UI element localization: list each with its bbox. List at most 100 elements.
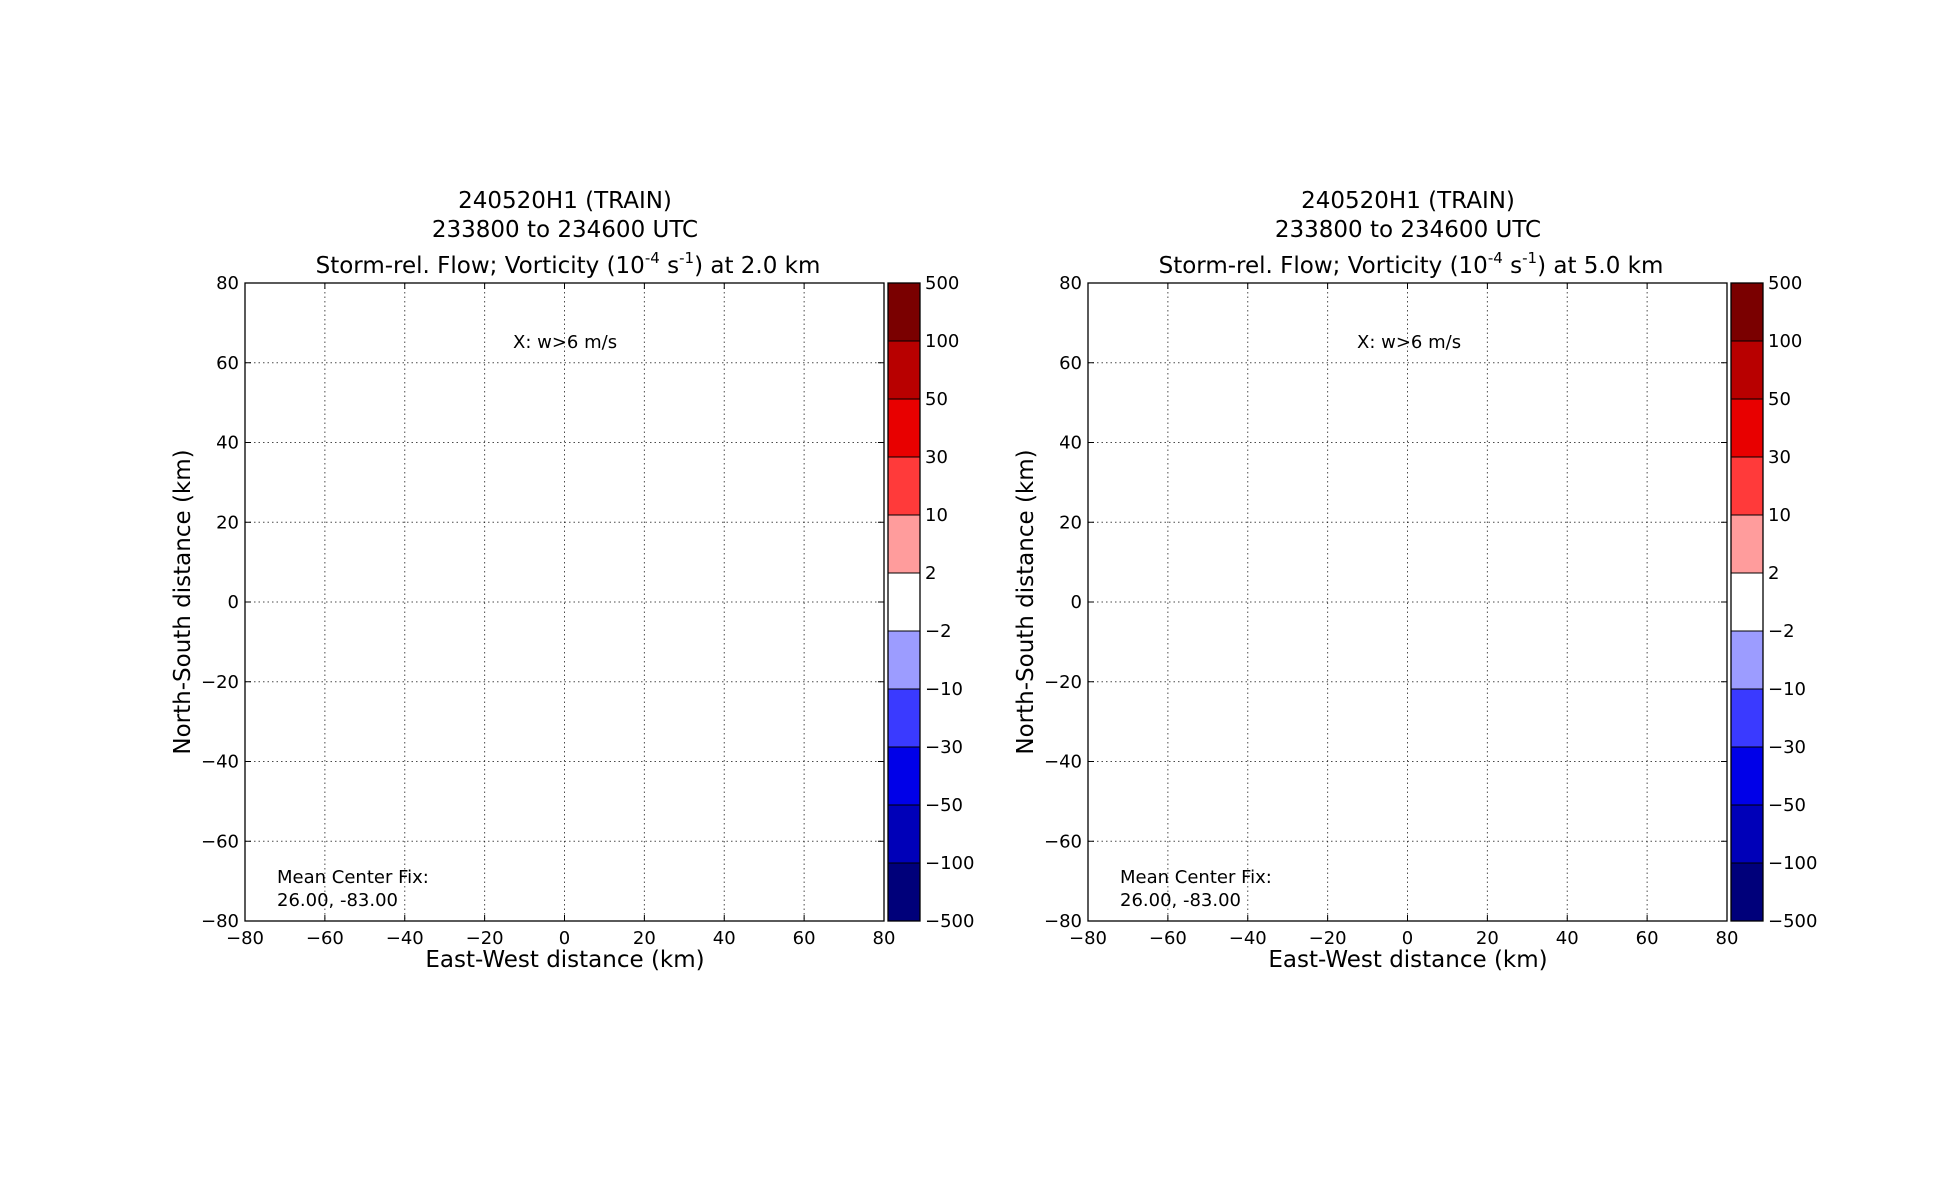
left-panel: 240520H1 (TRAIN) 233800 to 234600 UTC St… — [170, 188, 974, 973]
left-colorbar-label: 100 — [925, 331, 959, 352]
left-x-tick-label: −60 — [306, 928, 344, 949]
right-y-tick-label: 60 — [1059, 353, 1082, 374]
left-colorbar-segment — [887, 804, 921, 864]
right-colorbar-segment — [1730, 514, 1764, 574]
right-colorbar-label: −100 — [1768, 853, 1817, 874]
left-x-ticks: −80 −60 −40 −20 0 20 40 60 80 — [226, 283, 895, 949]
right-colorbar-label: 100 — [1768, 331, 1802, 352]
right-y-tick-label: −60 — [1044, 831, 1082, 852]
left-x-tick-label: −20 — [466, 928, 504, 949]
left-title-line3: Storm-rel. Flow; Vorticity (10-4 s-1) at… — [316, 249, 821, 279]
left-y-tick-label: −40 — [201, 752, 239, 773]
right-annotation-center-fix-label: Mean Center Fix: — [1120, 867, 1272, 888]
left-colorbar-label: −100 — [925, 853, 974, 874]
right-colorbar-label: 10 — [1768, 505, 1791, 526]
right-x-tick-label: 20 — [1476, 928, 1499, 949]
left-x-tick-label: 40 — [713, 928, 736, 949]
right-x-tick-label: 40 — [1556, 928, 1579, 949]
left-title-line2: 233800 to 234600 UTC — [432, 217, 698, 243]
left-y-tick-label: 0 — [228, 592, 239, 613]
right-colorbar-segment — [1730, 688, 1764, 748]
left-grid — [245, 283, 884, 921]
left-x-tick-label: 20 — [633, 928, 656, 949]
right-colorbar-label: 50 — [1768, 389, 1791, 410]
left-colorbar-segment — [887, 688, 921, 748]
right-colorbar-label: −2 — [1768, 621, 1795, 642]
right-x-tick-label: 80 — [1716, 928, 1739, 949]
left-colorbar-segment — [887, 398, 921, 458]
right-x-tick-label: −60 — [1149, 928, 1187, 949]
left-colorbar-label: −2 — [925, 621, 952, 642]
left-colorbar-segment — [887, 514, 921, 574]
right-colorbar-label: −10 — [1768, 679, 1806, 700]
right-colorbar-segment — [1730, 804, 1764, 864]
left-y-axis-label: North-South distance (km) — [170, 449, 196, 754]
left-annotation-center-fix-value: 26.00, -83.00 — [277, 890, 398, 911]
right-colorbar-segment — [1730, 630, 1764, 690]
left-colorbar-label: 500 — [925, 273, 959, 294]
left-colorbar-segment — [887, 340, 921, 400]
right-y-tick-label: −40 — [1044, 752, 1082, 773]
right-colorbar: 500 100 50 30 10 2 −2 −10 −30 −50 −100 −500 — [1730, 273, 1817, 932]
right-colorbar-segment — [1730, 282, 1764, 342]
right-title-line2: 233800 to 234600 UTC — [1275, 217, 1541, 243]
right-colorbar-label: −30 — [1768, 737, 1806, 758]
right-y-axis-label: North-South distance (km) — [1013, 449, 1039, 754]
left-colorbar-label: 50 — [925, 389, 948, 410]
left-x-tick-label: −40 — [386, 928, 424, 949]
right-x-axis-label: East-West distance (km) — [1268, 947, 1547, 973]
right-y-tick-label: 20 — [1059, 512, 1082, 533]
right-title-line1: 240520H1 (TRAIN) — [1301, 188, 1515, 214]
left-colorbar-segment — [887, 862, 921, 922]
right-y-tick-label: −20 — [1044, 672, 1082, 693]
right-colorbar-outline — [1730, 282, 1764, 922]
right-panel: 240520H1 (TRAIN) 233800 to 234600 UTC St… — [1013, 188, 1817, 973]
left-title-line1: 240520H1 (TRAIN) — [458, 188, 672, 214]
left-colorbar-label: 30 — [925, 447, 948, 468]
left-colorbar-label: −500 — [925, 911, 974, 932]
left-y-tick-label: −20 — [201, 672, 239, 693]
right-colorbar-segment — [1730, 572, 1764, 632]
right-colorbar-label: −50 — [1768, 795, 1806, 816]
left-colorbar-label: −50 — [925, 795, 963, 816]
left-x-axis-label: East-West distance (km) — [425, 947, 704, 973]
left-y-tick-label: −80 — [201, 911, 239, 932]
left-colorbar-label: −10 — [925, 679, 963, 700]
left-colorbar-segment — [887, 456, 921, 516]
left-x-tick-label: 0 — [559, 928, 570, 949]
left-colorbar-segment — [887, 572, 921, 632]
left-colorbar: 500 100 50 30 10 2 −2 −10 −30 −50 −100 −500 — [887, 273, 974, 932]
right-colorbar-label: 500 — [1768, 273, 1802, 294]
left-y-tick-label: 60 — [216, 353, 239, 374]
right-annotation-top: X: w>6 m/s — [1357, 332, 1461, 353]
right-x-tick-label: −20 — [1309, 928, 1347, 949]
left-colorbar-label: 2 — [925, 563, 936, 584]
left-x-tick-label: 80 — [873, 928, 896, 949]
right-colorbar-segment — [1730, 398, 1764, 458]
right-colorbar-segment — [1730, 456, 1764, 516]
right-colorbar-segment — [1730, 340, 1764, 400]
right-colorbar-segment — [1730, 746, 1764, 806]
right-y-tick-label: 40 — [1059, 433, 1082, 454]
right-x-tick-label: −80 — [1069, 928, 1107, 949]
left-colorbar-outline — [887, 282, 921, 922]
left-colorbar-segment — [887, 282, 921, 342]
right-x-tick-label: 60 — [1636, 928, 1659, 949]
left-colorbar-segment — [887, 630, 921, 690]
right-x-ticks: −80 −60 −40 −20 0 20 40 60 80 — [1069, 283, 1738, 949]
right-x-tick-label: 0 — [1402, 928, 1413, 949]
right-colorbar-label: 30 — [1768, 447, 1791, 468]
right-colorbar-label: 2 — [1768, 563, 1779, 584]
left-colorbar-segment — [887, 746, 921, 806]
right-y-tick-label: −80 — [1044, 911, 1082, 932]
left-x-tick-label: 60 — [793, 928, 816, 949]
right-x-tick-label: −40 — [1229, 928, 1267, 949]
right-grid — [1088, 283, 1727, 921]
left-x-tick-label: −80 — [226, 928, 264, 949]
left-y-tick-label: 40 — [216, 433, 239, 454]
left-annotation-top: X: w>6 m/s — [513, 332, 617, 353]
right-y-ticks: 80 60 40 20 0 −20 −40 −60 −80 — [1044, 273, 1727, 932]
right-y-tick-label: 0 — [1071, 592, 1082, 613]
right-y-tick-label: 80 — [1059, 273, 1082, 294]
